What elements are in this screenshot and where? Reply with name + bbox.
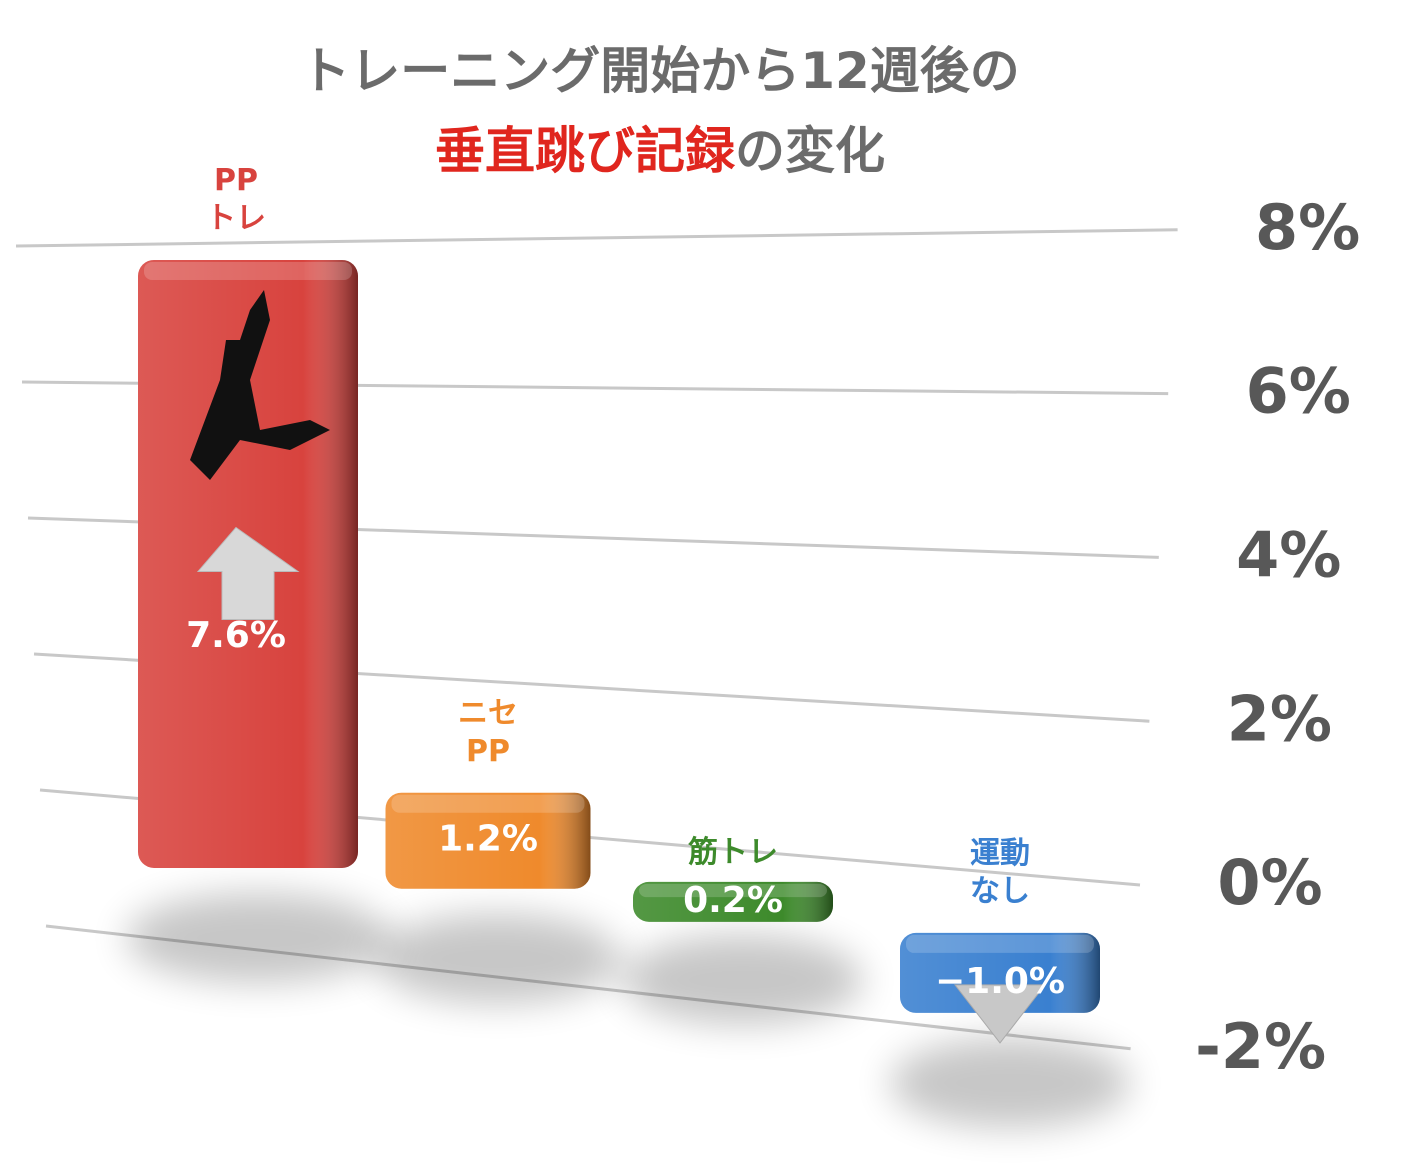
bar-shade <box>633 881 833 922</box>
x-tick-label: ニセ PP <box>458 695 518 769</box>
y-tick-label: -2% <box>1195 1010 1326 1083</box>
value-label: 7.6% <box>186 615 286 656</box>
bar-top <box>639 883 827 898</box>
bar-top <box>906 934 1094 953</box>
x-tick-label: 筋トレ <box>688 834 778 870</box>
grid-line <box>15 228 1178 248</box>
down-arrow <box>953 984 1047 1044</box>
y-tick-label: 8% <box>1255 191 1360 264</box>
bar-shadow <box>890 1037 1130 1128</box>
up-arrow <box>196 526 300 620</box>
chart-title-line2: 垂直跳び記録の変化 <box>0 120 1320 182</box>
bar-shade <box>385 792 591 889</box>
value-label: −1.0% <box>935 961 1065 1002</box>
value-label: 1.2% <box>438 819 538 860</box>
title-rest: の変化 <box>735 122 885 180</box>
x-tick-label: 運動 なし <box>970 835 1030 909</box>
bar-shadow <box>375 913 621 1004</box>
title-highlight: 垂直跳び記録 <box>435 122 735 180</box>
y-tick-label: 4% <box>1236 518 1341 591</box>
value-label: 0.2% <box>683 880 783 921</box>
bar-shade <box>900 932 1100 1013</box>
y-tick-label: 0% <box>1217 846 1322 919</box>
bar-shadow <box>126 892 390 983</box>
y-tick-label: 2% <box>1227 682 1332 755</box>
bar-top <box>144 261 352 280</box>
x-tick-label: PP トレ <box>206 162 266 236</box>
y-tick-label: 6% <box>1246 355 1351 428</box>
bar-shadow <box>623 934 863 1025</box>
bar-top <box>391 794 585 813</box>
jumper-silhouette <box>190 289 330 480</box>
chart-title: トレーニング開始から12週後の <box>300 42 1020 100</box>
